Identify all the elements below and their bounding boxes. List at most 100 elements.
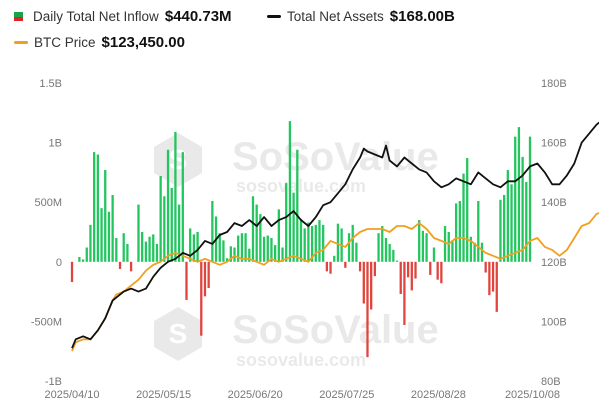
inflow-bar[interactable]	[148, 236, 151, 262]
inflow-bar[interactable]	[473, 242, 476, 262]
inflow-bar[interactable]	[347, 233, 351, 262]
inflow-bar[interactable]	[322, 224, 325, 262]
inflow-bar[interactable]	[429, 261, 432, 275]
inflow-bar[interactable]	[466, 158, 469, 262]
inflow-bar[interactable]	[392, 249, 395, 262]
inflow-bar[interactable]	[262, 236, 266, 262]
inflow-bar[interactable]	[233, 247, 236, 262]
inflow-bar[interactable]	[78, 257, 81, 262]
inflow-bar[interactable]	[237, 235, 240, 262]
inflow-bar[interactable]	[266, 235, 269, 262]
inflow-bar[interactable]	[177, 204, 181, 262]
inflow-bar[interactable]	[100, 208, 103, 262]
inflow-bar[interactable]	[70, 261, 74, 283]
inflow-bar[interactable]	[384, 237, 388, 262]
inflow-bar[interactable]	[126, 243, 129, 262]
inflow-bar[interactable]	[207, 261, 210, 289]
inflow-bar[interactable]	[440, 261, 443, 284]
inflow-bar[interactable]	[203, 261, 207, 297]
inflow-bar[interactable]	[118, 261, 122, 269]
inflow-bar[interactable]	[480, 242, 484, 262]
inflow-bar[interactable]	[111, 195, 114, 262]
inflow-bar[interactable]	[225, 258, 229, 262]
inflow-bar[interactable]	[477, 201, 480, 262]
inflow-bar[interactable]	[414, 261, 417, 279]
inflow-bar[interactable]	[388, 243, 391, 262]
inflow-bar[interactable]	[358, 261, 362, 272]
inflow-bar[interactable]	[303, 228, 306, 262]
inflow-bar[interactable]	[381, 226, 384, 262]
inflow-bar[interactable]	[469, 236, 473, 262]
inflow-bar[interactable]	[189, 228, 192, 262]
inflow-bar[interactable]	[525, 181, 528, 262]
inflow-bar[interactable]	[495, 261, 498, 312]
inflow-bar[interactable]	[462, 173, 465, 262]
inflow-bar[interactable]	[447, 232, 450, 262]
inflow-bar[interactable]	[211, 201, 214, 262]
inflow-bar[interactable]	[521, 156, 524, 262]
inflow-bar[interactable]	[362, 261, 365, 304]
inflow-bar[interactable]	[255, 204, 258, 262]
inflow-bar[interactable]	[129, 261, 133, 272]
inflow-bar[interactable]	[488, 261, 491, 296]
legend-item-btc[interactable]: BTC Price $123,450.00	[14, 34, 185, 51]
inflow-bar[interactable]	[270, 237, 273, 262]
inflow-bar[interactable]	[333, 255, 336, 262]
inflow-bar[interactable]	[506, 170, 509, 262]
inflow-bar[interactable]	[318, 220, 321, 262]
inflow-bar[interactable]	[292, 192, 295, 262]
inflow-bar[interactable]	[170, 187, 173, 262]
inflow-bar[interactable]	[344, 261, 347, 268]
legend-item-assets[interactable]: Total Net Assets $168.00B	[267, 8, 455, 25]
inflow-bar[interactable]	[155, 243, 159, 262]
inflow-bar[interactable]	[366, 261, 369, 358]
inflow-bar[interactable]	[85, 247, 88, 262]
inflow-bar[interactable]	[141, 232, 144, 262]
inflow-bar[interactable]	[185, 261, 188, 300]
inflow-bar[interactable]	[425, 233, 428, 262]
inflow-bar[interactable]	[377, 233, 380, 262]
inflow-bar[interactable]	[458, 201, 461, 262]
inflow-bar[interactable]	[285, 183, 288, 262]
inflow-bar[interactable]	[104, 170, 107, 262]
inflow-bar[interactable]	[503, 195, 506, 262]
inflow-bar[interactable]	[499, 199, 502, 262]
inflow-bar[interactable]	[137, 204, 140, 262]
inflow-bar[interactable]	[229, 246, 232, 262]
inflow-bar[interactable]	[307, 222, 310, 262]
inflow-bar[interactable]	[418, 220, 421, 262]
inflow-bar[interactable]	[325, 261, 328, 272]
btc-price-line[interactable]	[71, 211, 599, 352]
inflow-bar[interactable]	[244, 233, 247, 262]
inflow-bar[interactable]	[296, 149, 299, 262]
inflow-bar[interactable]	[166, 149, 170, 262]
inflow-bar[interactable]	[421, 230, 425, 262]
inflow-bar[interactable]	[373, 261, 377, 277]
inflow-bar[interactable]	[454, 203, 458, 262]
inflow-bar[interactable]	[399, 261, 402, 294]
inflow-bar[interactable]	[159, 175, 162, 262]
inflow-bar[interactable]	[406, 261, 410, 278]
inflow-bar[interactable]	[248, 248, 251, 262]
inflow-bar[interactable]	[432, 247, 436, 262]
inflow-bar[interactable]	[370, 261, 373, 310]
inflow-bar[interactable]	[436, 261, 439, 280]
inflow-bar[interactable]	[355, 242, 358, 262]
inflow-bar[interactable]	[200, 261, 203, 336]
inflow-bar[interactable]	[329, 261, 332, 274]
inflow-bar[interactable]	[443, 226, 447, 262]
inflow-bar[interactable]	[122, 233, 125, 262]
inflow-bar[interactable]	[395, 260, 399, 262]
inflow-bar[interactable]	[181, 152, 184, 262]
inflow-bar[interactable]	[163, 196, 166, 262]
inflow-bar[interactable]	[491, 261, 495, 292]
inflow-bar[interactable]	[451, 240, 454, 262]
inflow-bar[interactable]	[517, 127, 521, 262]
inflow-bar[interactable]	[152, 234, 155, 262]
inflow-bar[interactable]	[96, 154, 99, 262]
inflow-bar[interactable]	[510, 184, 513, 262]
inflow-bar[interactable]	[299, 218, 303, 262]
inflow-bar[interactable]	[288, 121, 292, 262]
inflow-bar[interactable]	[277, 209, 280, 262]
inflow-bar[interactable]	[484, 261, 487, 273]
